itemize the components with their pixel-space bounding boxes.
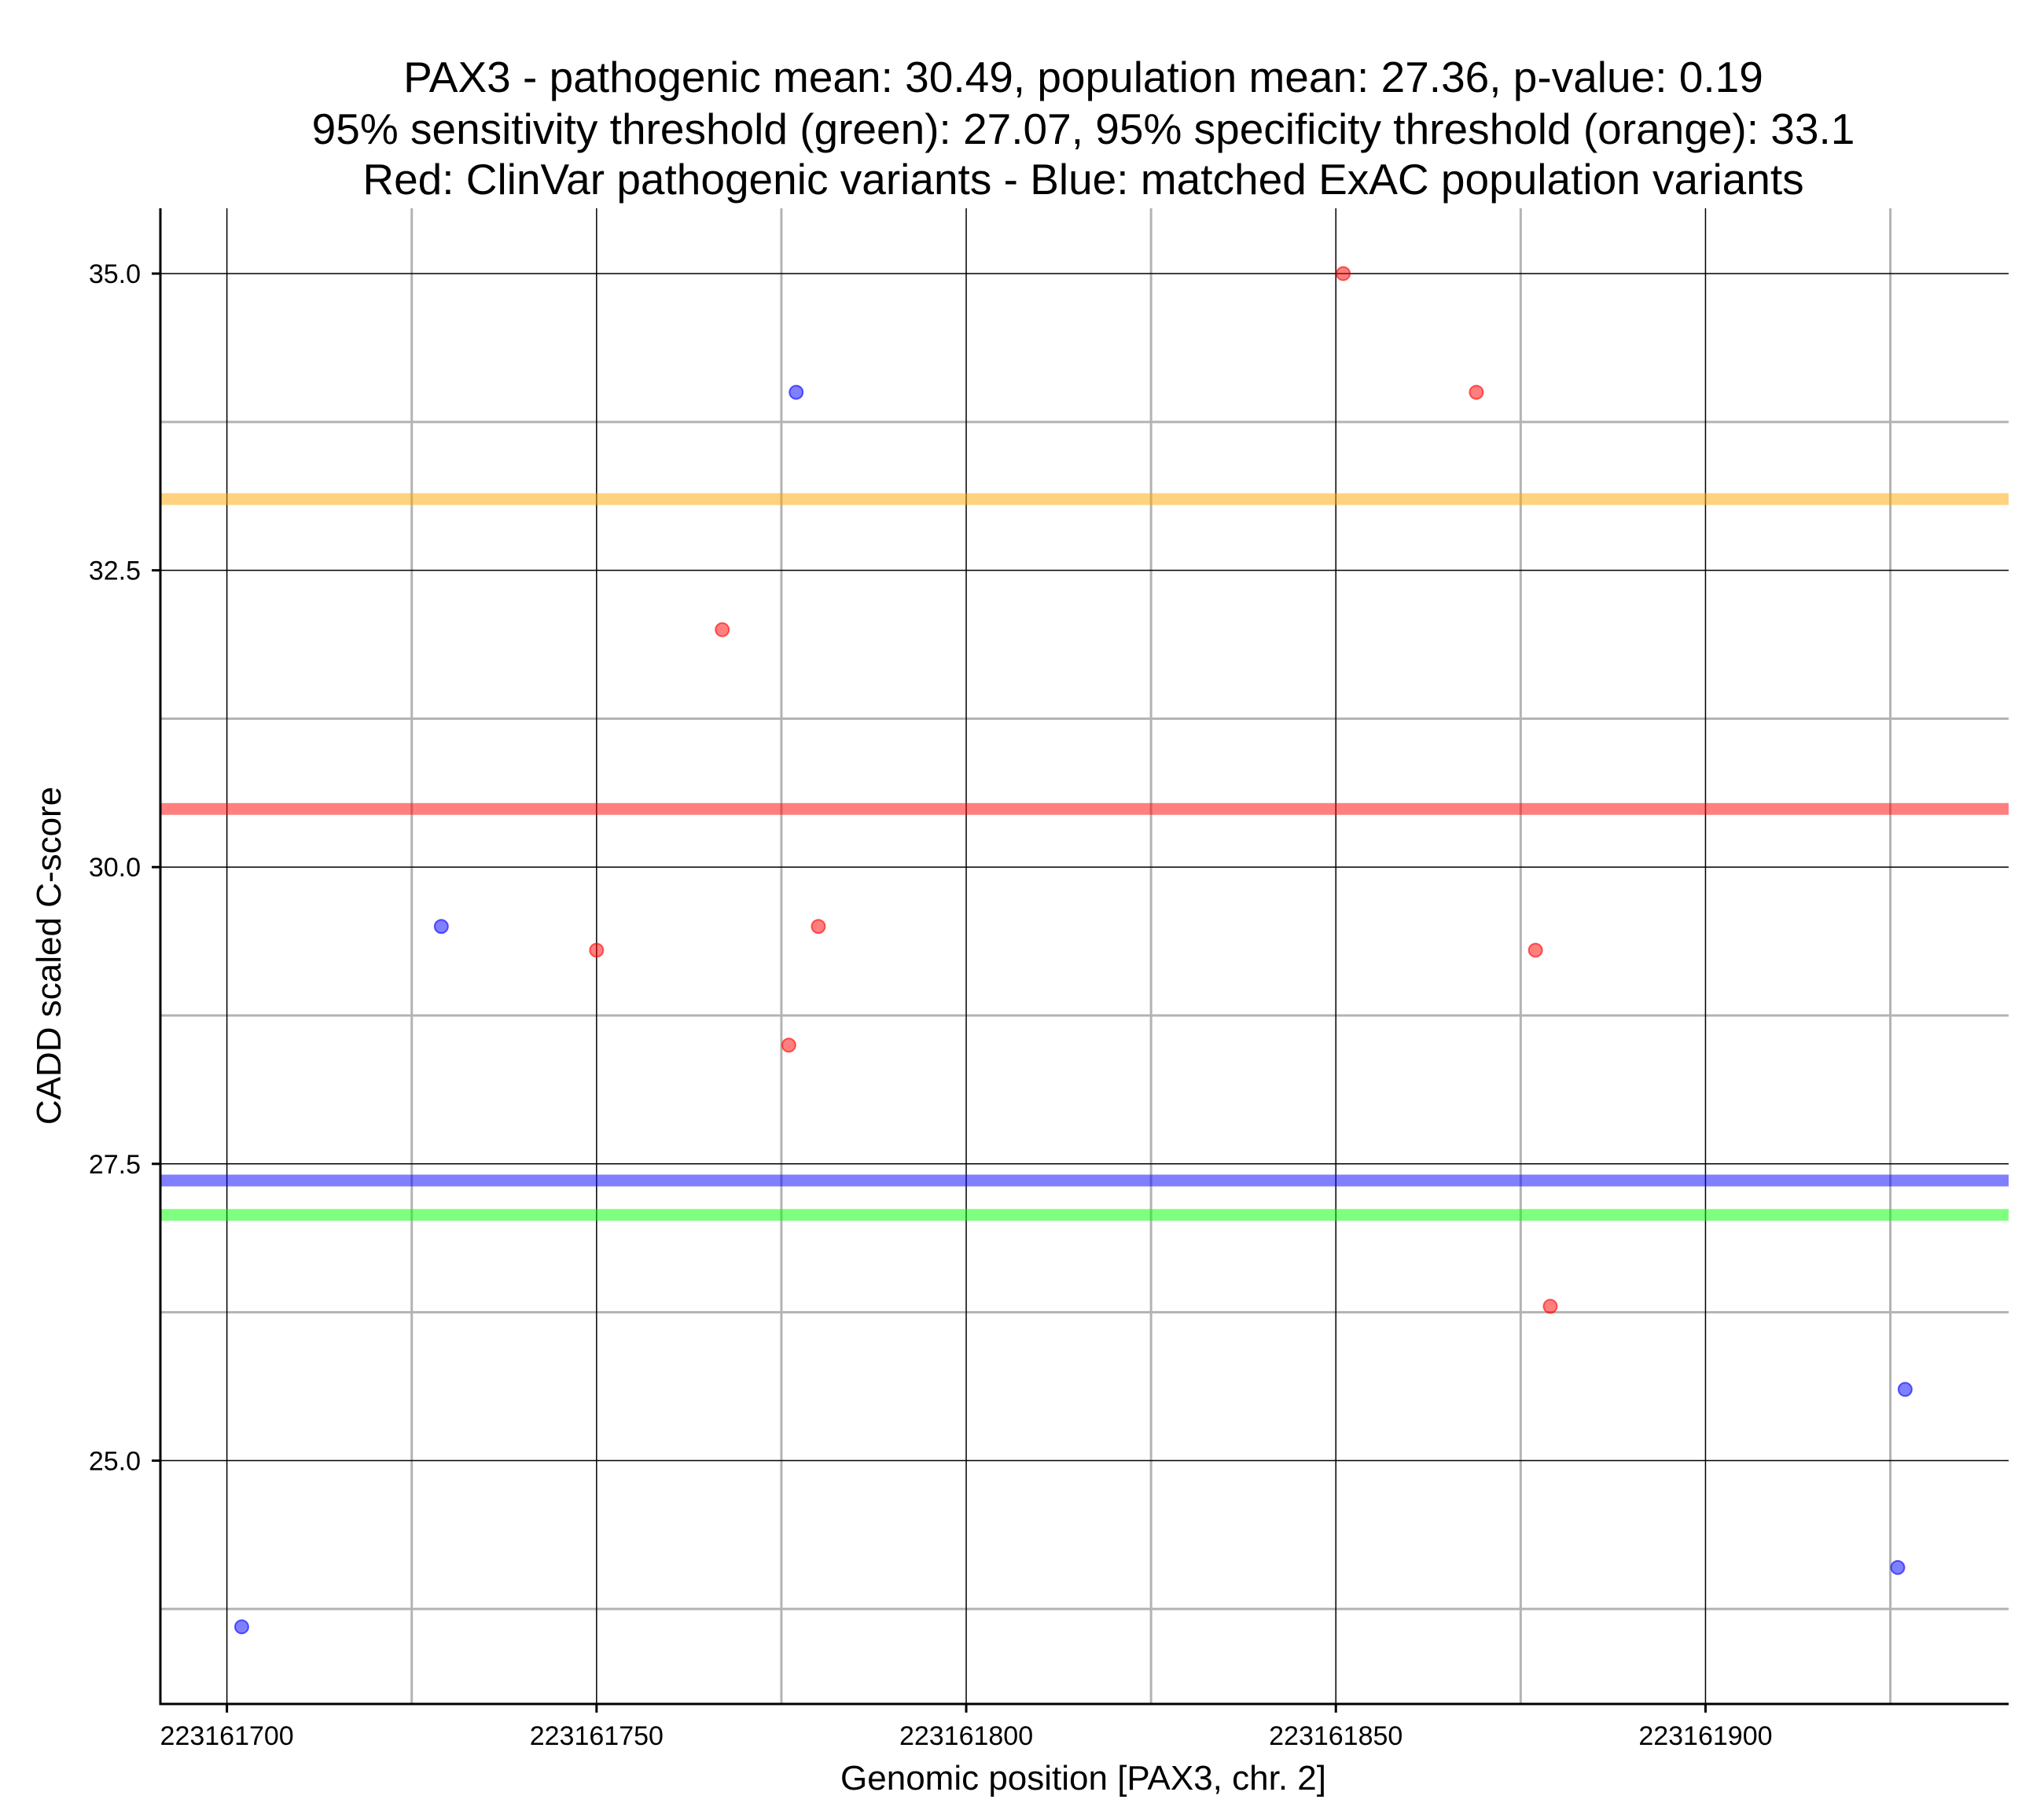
pathogenic-point bbox=[1469, 384, 1484, 400]
population-point bbox=[433, 919, 449, 935]
axes: 223161700 223161750 223161800 223161850 2231… bbox=[89, 208, 2009, 1751]
pathogenic-point bbox=[589, 942, 605, 958]
population-point bbox=[1890, 1559, 1906, 1575]
pathogenic-point bbox=[1542, 1298, 1558, 1314]
population-point bbox=[233, 1619, 249, 1635]
chart-title: PAX3 - pathogenic mean: 30.49, populatio… bbox=[312, 53, 1855, 204]
grid bbox=[160, 208, 2009, 1704]
population-point bbox=[789, 384, 804, 400]
y-axis-label: CADD scaled C-score bbox=[30, 787, 68, 1125]
pathogenic-point bbox=[811, 919, 826, 935]
pathogenic-point bbox=[1527, 942, 1543, 958]
y-tick-label: 30.0 bbox=[89, 853, 141, 883]
pathogenic-point bbox=[1336, 266, 1351, 281]
pathogenic-point bbox=[715, 622, 730, 637]
population-point bbox=[1897, 1382, 1913, 1397]
x-tick-label: 223161850 bbox=[1269, 1721, 1402, 1751]
title-line-1: PAX3 - pathogenic mean: 30.49, populatio… bbox=[403, 53, 1763, 101]
x-tick-label: 223161800 bbox=[899, 1721, 1033, 1751]
y-tick-label: 27.5 bbox=[89, 1150, 141, 1180]
x-tick-label: 223161900 bbox=[1638, 1721, 1772, 1751]
title-line-2: 95% sensitivity threshold (green): 27.07… bbox=[312, 105, 1855, 153]
pathogenic-point bbox=[781, 1037, 796, 1053]
x-tick-label: 223161750 bbox=[530, 1721, 664, 1751]
x-axis-label: Genomic position [PAX3, chr. 2] bbox=[840, 1759, 1326, 1797]
x-tick-label: 223161700 bbox=[160, 1721, 294, 1751]
title-line-3: Red: ClinVar pathogenic variants - Blue:… bbox=[362, 155, 1803, 204]
data-points bbox=[233, 266, 1913, 1635]
y-tick-label: 35.0 bbox=[89, 259, 141, 289]
y-tick-label: 25.0 bbox=[89, 1446, 141, 1476]
y-tick-label: 32.5 bbox=[89, 556, 141, 586]
reference-lines bbox=[160, 493, 2009, 1221]
